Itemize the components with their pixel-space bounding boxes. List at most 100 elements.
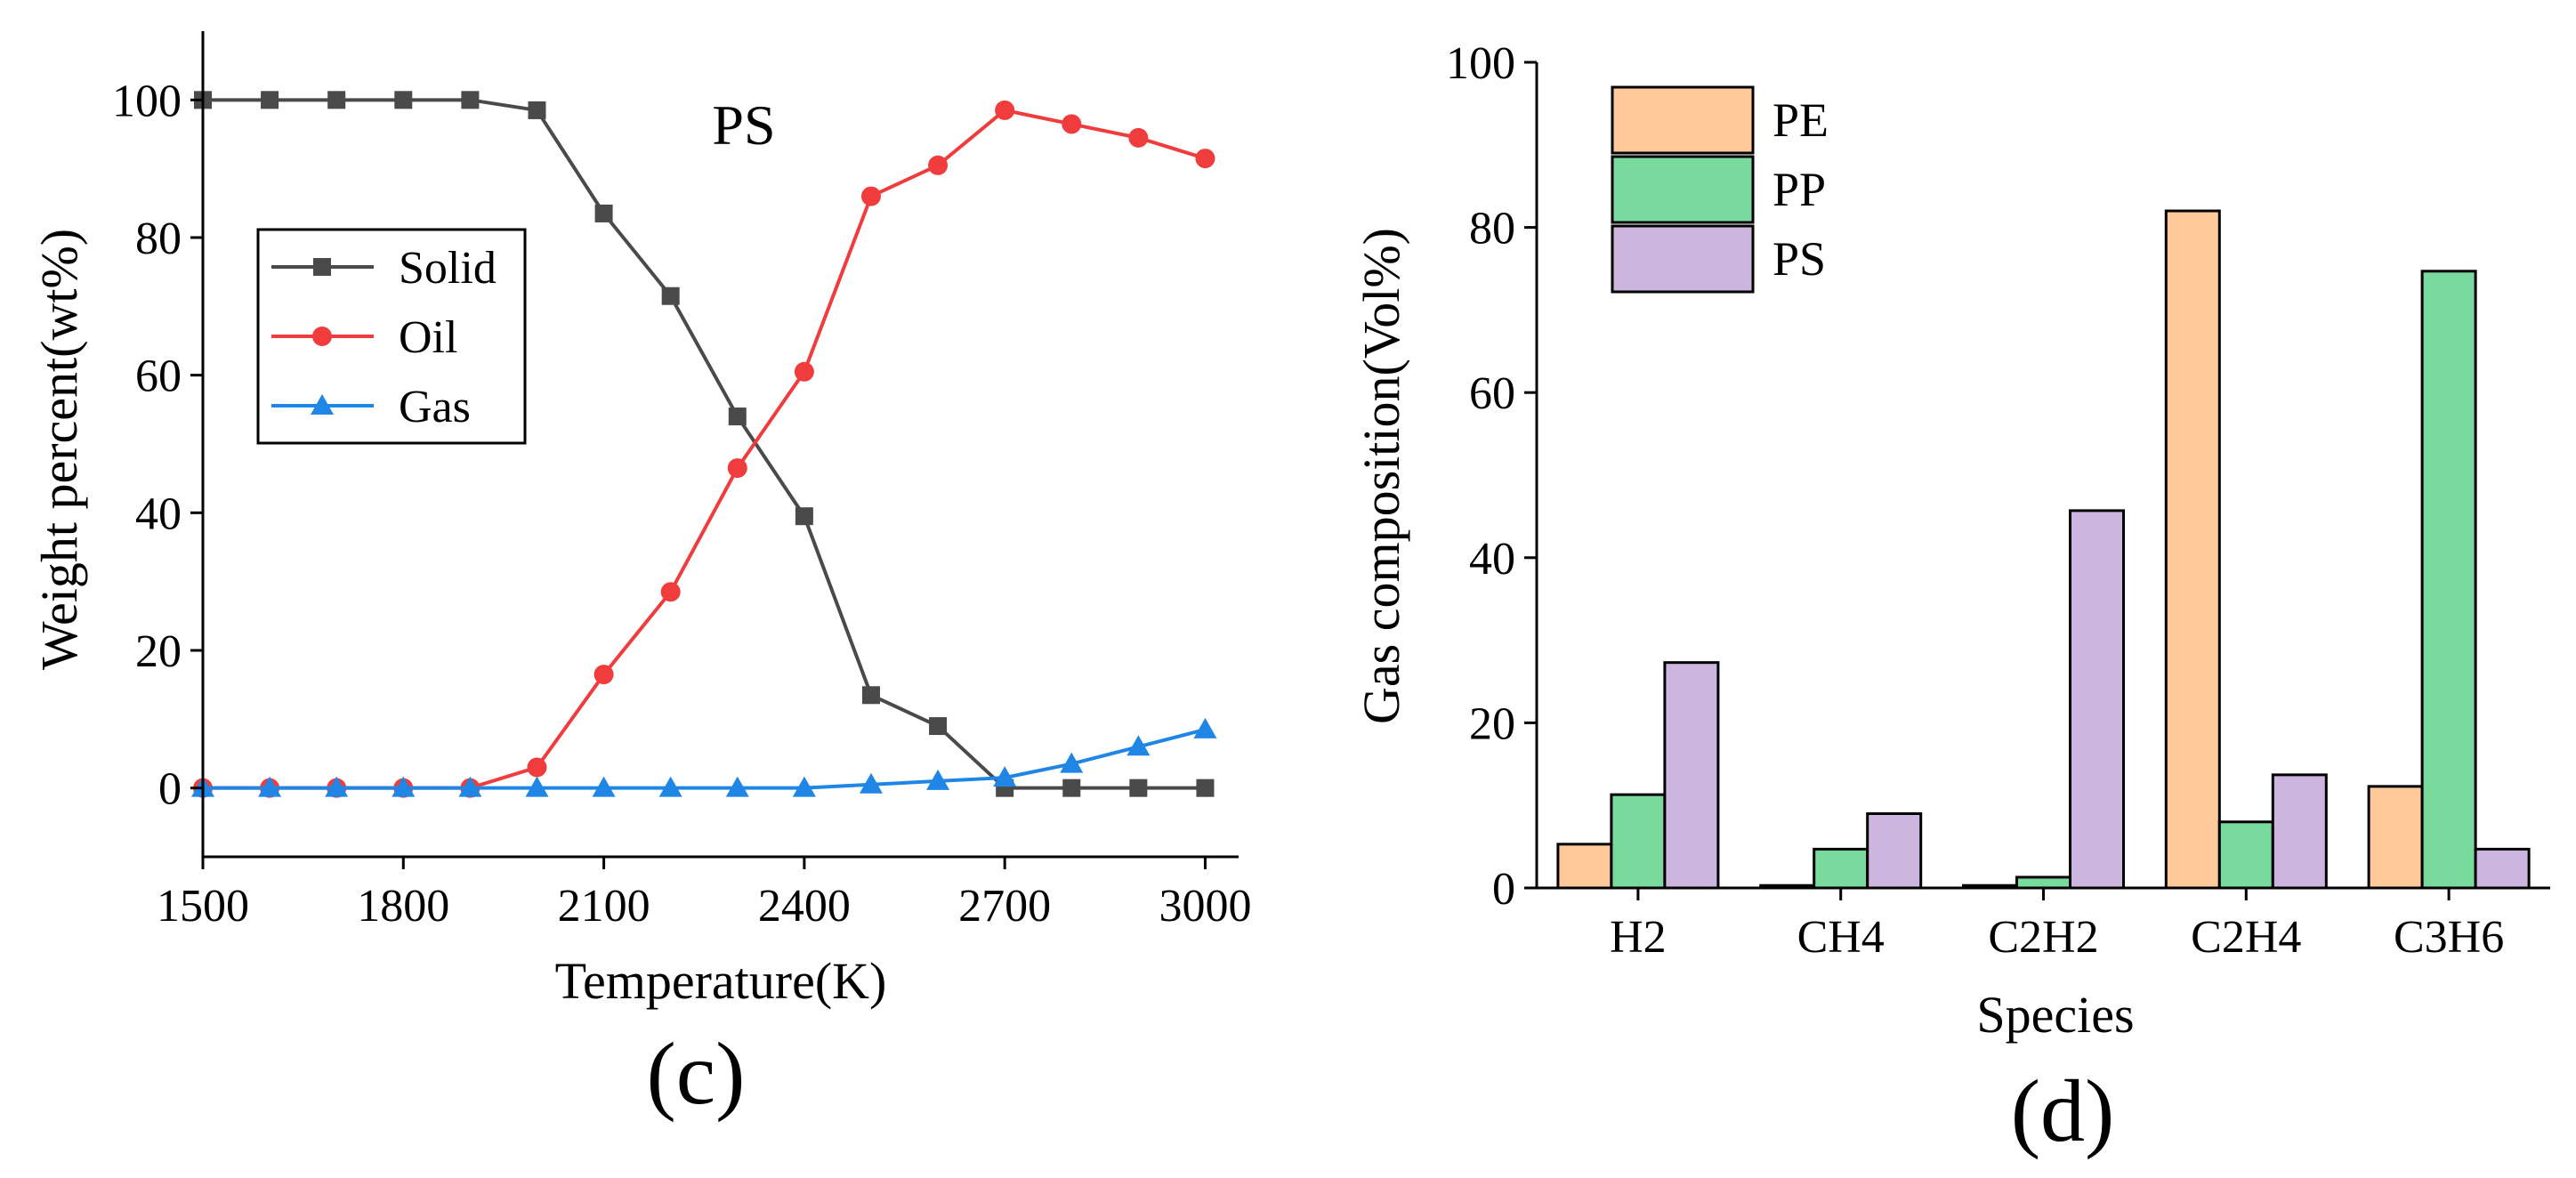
c-point-solid [728,407,747,426]
c-point-oil [594,665,614,685]
c-point-oil [527,757,547,778]
c-point-solid [394,91,413,109]
d-y-tick-label: 40 [1469,534,1515,585]
d-y-tick-label: 80 [1469,204,1515,254]
d-bar-group-c2h2 [1962,509,2125,890]
c-point-gas [859,772,883,794]
d-bar-ps-c2h2 [2069,509,2125,890]
d-bar-pp-h2 [1610,793,1667,890]
c-legend-label-gas: Gas [399,382,471,432]
d-panel-label: (d) [2011,1061,2115,1160]
d-bar-pp-c3h6 [2420,270,2477,890]
c-y-tick-label: 100 [112,76,182,126]
c-point-oil [794,361,814,382]
c-y-tick-label: 20 [135,626,182,677]
c-chart-title: PS [712,93,775,157]
c-point-gas [325,776,349,797]
c-point-solid [327,91,346,109]
c-point-oil [1128,127,1149,148]
c-legend-label-solid: Solid [399,243,497,294]
c-legend-marker-gas [311,394,334,415]
c-point-oil [1195,149,1215,169]
c-legend-marker-solid [313,258,331,276]
d-bar-pp-ch4 [1813,847,1869,890]
d-x-tick-label: C3H6 [2394,912,2504,963]
c-point-solid [661,286,680,305]
d-x-tick-label: C2H4 [2191,912,2301,963]
c-series-solid [194,91,1215,797]
d-bar-pe-c2h4 [2164,209,2221,890]
c-x-tick-label: 1800 [357,881,449,932]
d-bar-pe-h2 [1556,843,1613,890]
d-x-axis-label: Species [1976,986,2134,1044]
c-series-line-solid [203,98,1206,790]
d-y-tick-label: 60 [1469,368,1515,419]
c-point-solid [1062,779,1081,797]
c-y-tick-label: 0 [158,764,182,815]
c-point-gas [525,776,549,797]
c-x-axis-label: Temperature(K) [555,952,887,1010]
d-y-axis-label: Gas composition(Vol%) [1353,228,1410,724]
c-panel-label: (c) [647,1024,746,1123]
d-y-tick-label: 100 [1446,38,1515,89]
c-point-oil [1062,114,1082,134]
c-series-oil [193,100,1215,798]
d-legend-label-pe: PE [1773,93,1829,147]
d-y-tick-label: 0 [1492,864,1515,915]
d-x-tick-label: C2H2 [1988,912,2098,963]
d-legend: PE PP PS [1611,85,1829,294]
d-legend-swatch-pp [1611,155,1755,224]
c-point-oil [928,155,949,175]
d-legend-swatch-pe [1611,85,1755,155]
c-point-solid [261,91,279,109]
d-legend-swatch-ps [1611,224,1755,294]
d-legend-label-pp: PP [1773,163,1826,216]
c-series-line-oil [203,108,1207,790]
c-y-tick-label: 60 [135,351,182,402]
c-legend: Solid Oil Gas [256,228,527,445]
c-x-tick-label: 3000 [1159,881,1251,932]
c-point-gas [1126,735,1151,756]
c-point-gas [258,776,282,797]
c-series-gas [191,717,1217,797]
c-point-gas [926,769,950,790]
d-bar-ps-h2 [1663,661,1720,890]
c-point-gas [658,776,682,797]
c-point-solid [795,507,813,526]
c-point-solid [861,686,880,705]
c-point-gas [792,776,816,797]
d-bar-group-h2 [1556,661,1720,890]
d-x-tick-label: H2 [1610,912,1667,963]
c-legend-marker-oil [312,327,332,346]
c-point-oil [860,186,881,206]
d-x-tick-label: CH4 [1797,912,1885,963]
c-x-tick-label: 2400 [758,881,851,932]
c-point-oil [660,582,681,602]
c-y-axis-label: Weight percent(wt%) [30,229,88,670]
c-point-gas [458,776,482,797]
c-series-line-gas [203,727,1206,790]
c-point-gas [392,776,416,797]
c-point-gas [725,776,749,797]
c-x-tick-label: 1500 [157,881,249,932]
c-point-solid [528,101,546,119]
d-bar-group-ch4 [1759,811,1923,890]
c-x-tick-label: 2700 [958,881,1051,932]
d-bar-ps-ch4 [1866,811,1923,890]
c-point-solid [1196,779,1215,797]
c-point-solid [594,204,613,222]
c-y-tick-label: 40 [135,488,182,539]
c-legend-label-oil: Oil [399,312,457,363]
c-point-gas [1060,752,1084,773]
c-point-oil [995,100,1015,120]
c-point-solid [929,717,948,736]
d-bar-pp-c2h4 [2217,820,2274,890]
c-point-gas [1193,717,1217,738]
d-legend-label-ps: PS [1773,232,1826,286]
panel-d-bar-chart: 0 20 40 60 80 100 H2 CH4 C2H2 C2H4 C3H6 Species Ga… [1353,38,2550,1160]
c-point-solid [1129,779,1148,797]
c-point-oil [727,458,747,479]
d-bar-ps-c3h6 [2474,847,2531,890]
